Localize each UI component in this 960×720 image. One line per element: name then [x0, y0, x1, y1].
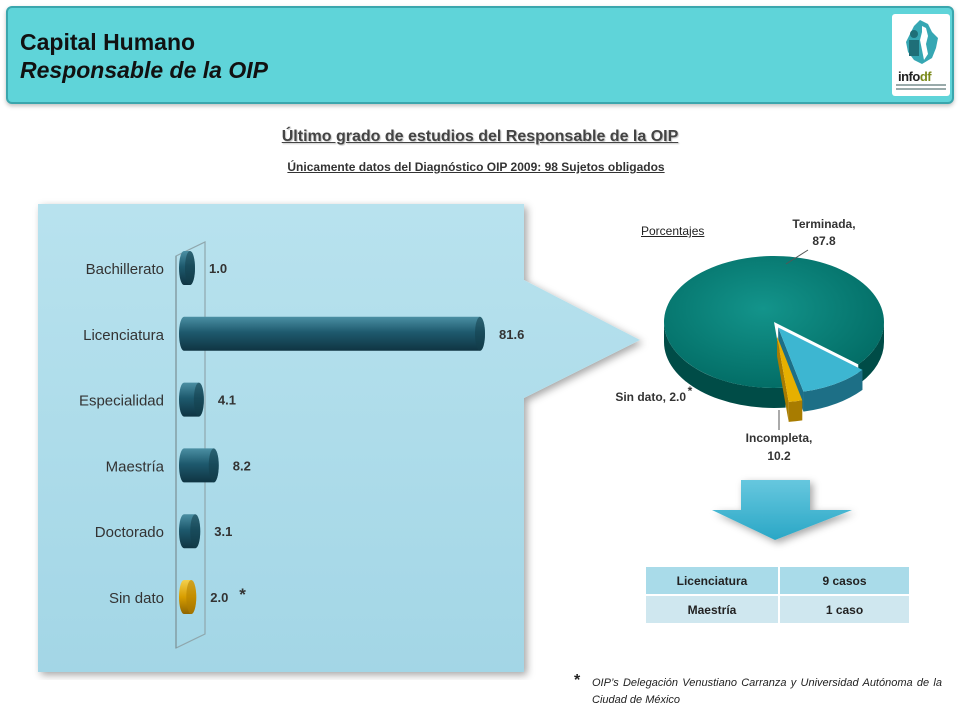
bar-cap	[186, 580, 197, 614]
footnote-text: OIP’s Delegación Venustiano Carranza y U…	[592, 677, 942, 706]
table-row: Maestría 1 caso	[646, 596, 909, 623]
value-label: 4.1	[218, 393, 236, 408]
pie-label-terminada: Terminada,	[792, 217, 855, 231]
bar-cap	[475, 316, 485, 351]
pie-label-incompleta: Incompleta,	[746, 431, 813, 445]
table-cell-value: 1 caso	[778, 596, 909, 623]
pie-slice-sin-dato	[777, 336, 803, 402]
bar-chart-panel: Bachillerato 1.0 Licenciatura 81.6 Especiali…	[38, 204, 884, 672]
bar-cap	[185, 251, 195, 285]
pie-value-incompleta: 10.2	[767, 449, 791, 463]
mexico-city-map-icon	[906, 20, 938, 64]
annotation-marker: *	[239, 585, 246, 604]
pie-label-sin-dato: Sin dato, 2.0	[615, 390, 686, 404]
bar-cap	[190, 514, 201, 549]
bar	[179, 316, 485, 351]
table-row: Licenciatura 9 casos	[646, 567, 909, 594]
value-label: 8.2	[233, 458, 251, 473]
cases-table: Licenciatura 9 casos Maestría 1 caso	[646, 565, 909, 625]
category-label: Maestría	[106, 458, 165, 475]
category-label: Especialidad	[79, 393, 164, 410]
page-subtitle: Responsable de la OIP	[20, 57, 268, 83]
pie-slice-sin-dato-wall	[777, 336, 789, 422]
chart-sub-title: Únicamente datos del Diagnóstico OIP 200…	[287, 160, 665, 174]
bar-cap	[193, 382, 204, 417]
pie-leader-line	[785, 249, 809, 265]
infodf-logo-icon: infodf	[892, 14, 950, 96]
value-label: 81.6	[499, 327, 524, 342]
category-label: Bachillerato	[86, 261, 164, 278]
pie-slice-incompleta	[778, 327, 863, 392]
logo-text: infodf	[898, 69, 932, 84]
pie-slice-side	[664, 322, 786, 408]
pie-value-terminada: 87.8	[812, 234, 836, 248]
pie-slice-sin-dato-side	[788, 400, 803, 422]
down-arrow-icon	[712, 480, 852, 540]
table-cell-label: Licenciatura	[646, 567, 778, 594]
table-cell-value: 9 casos	[778, 567, 909, 594]
pie-slice-side	[858, 322, 884, 385]
value-label: 3.1	[214, 524, 232, 539]
table-cell-label: Maestría	[646, 596, 778, 623]
footnote-marker: *	[574, 672, 581, 689]
value-label: 1.0	[209, 261, 227, 276]
pie-annotation-marker: *	[688, 384, 693, 398]
chart-main-title: Último grado de estudios del Responsable…	[281, 128, 679, 145]
category-label: Sin dato	[109, 590, 164, 607]
page-title: Capital Humano	[20, 29, 196, 55]
pie-slice-incompleta-side	[803, 369, 863, 412]
pie-slice-terminada	[663, 256, 884, 388]
pie-label: Porcentajes	[641, 224, 705, 238]
value-label: 2.0	[210, 590, 228, 605]
category-label: Licenciatura	[83, 327, 165, 344]
logo-caption-lines	[896, 84, 946, 86]
category-label: Doctorado	[95, 524, 164, 541]
header-banner: Capital Humano Responsable de la OIP inf…	[6, 6, 954, 104]
bar	[179, 448, 219, 483]
bar-cap	[208, 448, 219, 483]
